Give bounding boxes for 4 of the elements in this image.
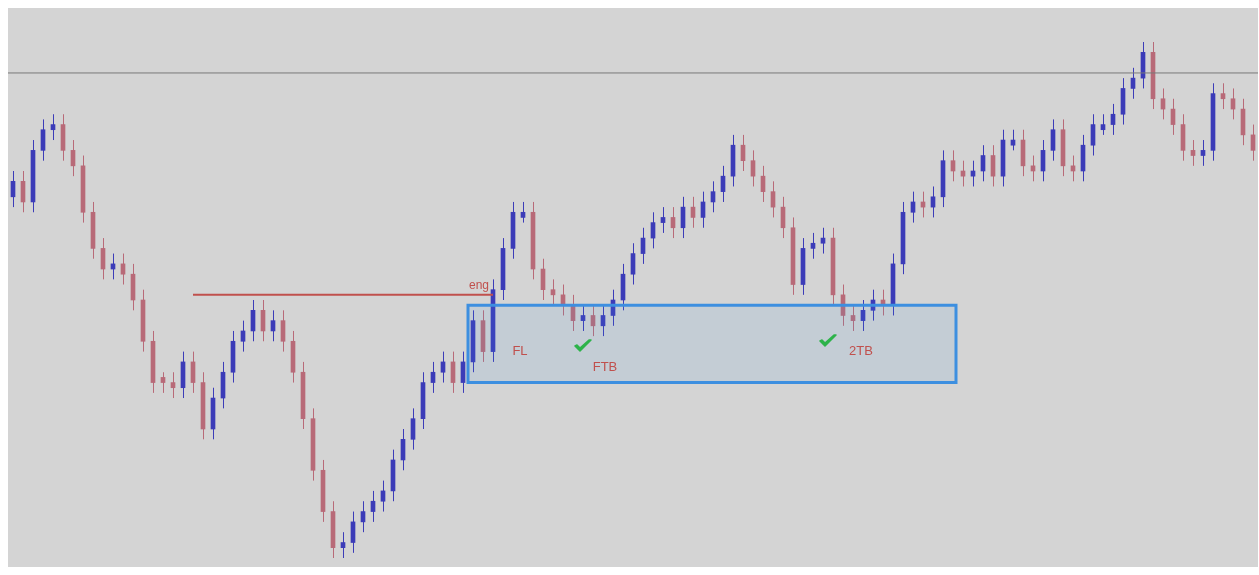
annotation: 2TB <box>849 343 873 359</box>
ref-line-label: eng <box>468 278 489 293</box>
annotation: FTB <box>592 358 618 374</box>
annotation: FL <box>512 343 528 359</box>
